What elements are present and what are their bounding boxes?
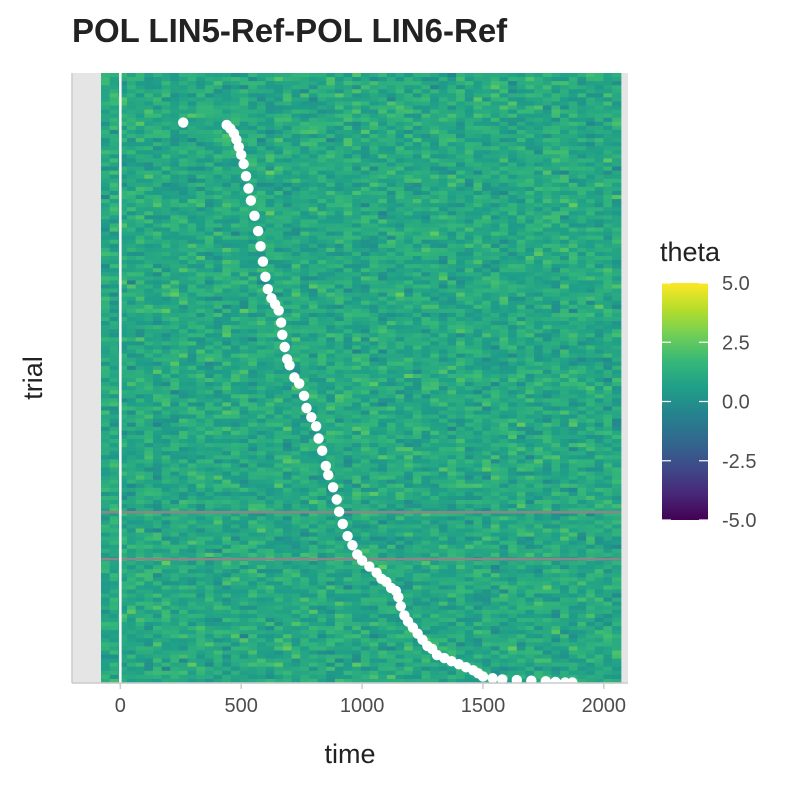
response-point <box>313 433 323 443</box>
heatmap-layer <box>101 73 621 684</box>
response-point <box>238 159 248 169</box>
response-point <box>258 256 268 266</box>
response-point <box>342 531 352 541</box>
colorbar-tick-label: 5.0 <box>722 273 750 295</box>
response-point <box>393 592 403 602</box>
response-point <box>178 117 188 127</box>
x-tick-label: 2000 <box>582 695 627 717</box>
response-point <box>253 226 263 236</box>
response-point <box>249 211 259 221</box>
response-point <box>541 676 551 686</box>
response-point <box>236 150 246 160</box>
response-point <box>323 470 333 480</box>
response-point <box>276 317 286 327</box>
response-point <box>321 461 331 471</box>
x-tick-label: 500 <box>225 695 258 717</box>
response-point <box>487 673 497 683</box>
x-axis-title: time <box>324 739 375 769</box>
response-point <box>306 412 316 422</box>
x-tick-label: 1000 <box>340 695 385 717</box>
response-point <box>263 284 273 294</box>
response-point <box>284 360 294 370</box>
response-point <box>273 305 283 315</box>
response-point <box>311 421 321 431</box>
response-point <box>299 391 309 401</box>
response-point <box>241 171 251 181</box>
response-point <box>334 507 344 517</box>
colorbar-tick-label: 0.0 <box>722 392 750 414</box>
legend-title: theta <box>660 237 721 267</box>
colorbar-tick-label: 2.5 <box>722 332 750 354</box>
response-point <box>332 494 342 504</box>
y-axis-title: trial <box>18 356 48 400</box>
response-point <box>526 675 536 685</box>
colorbar-tick-label: -5.0 <box>722 510 756 532</box>
response-point <box>328 482 338 492</box>
response-point <box>338 519 348 529</box>
response-point <box>277 330 287 340</box>
response-point <box>317 446 327 456</box>
response-point <box>246 195 256 205</box>
response-point <box>294 378 304 388</box>
x-tick-label: 0 <box>115 695 126 717</box>
response-point <box>478 671 488 681</box>
response-point <box>301 403 311 413</box>
response-point <box>243 183 253 193</box>
response-point <box>280 342 290 352</box>
response-point <box>260 272 270 282</box>
response-point <box>255 241 265 251</box>
x-tick-label: 1500 <box>461 695 506 717</box>
response-point <box>396 601 406 611</box>
response-point <box>347 540 357 550</box>
response-point <box>550 677 560 687</box>
colorbar-tick-label: -2.5 <box>722 451 756 473</box>
